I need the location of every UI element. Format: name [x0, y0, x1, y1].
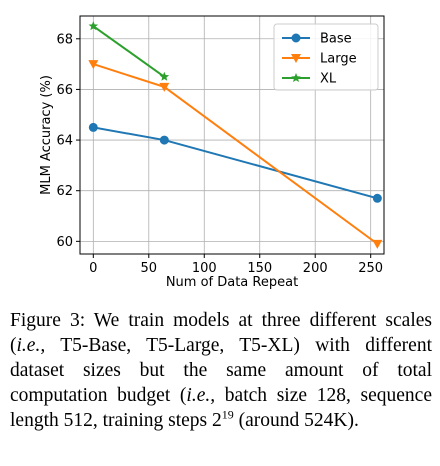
caption-middle-1: T5-Base, T5-Large, T5-XL) with different…	[10, 335, 432, 406]
figure-caption: Figure 3: We train models at three diffe…	[10, 308, 432, 433]
data-point-base	[372, 193, 382, 203]
x-tick-label: 250	[358, 261, 383, 276]
caption-prefix: Figure 3: We train models at three diffe…	[10, 310, 432, 356]
legend-box	[273, 23, 379, 91]
legend-label-xl: XL	[320, 72, 337, 87]
y-tick-label: 60	[56, 235, 73, 250]
legend-marker-base	[291, 33, 301, 43]
y-tick-label: 68	[56, 32, 73, 47]
x-tick-label: 0	[89, 261, 97, 276]
line-chart: 0 50 100 150 200 250 60 62 64 66 68 Num of Data Re…	[39, 15, 385, 290]
data-point-large	[88, 60, 99, 70]
data-point-large	[159, 82, 170, 92]
data-point-xl	[159, 71, 170, 81]
data-point-base	[159, 135, 169, 145]
legend: Base Large XL	[273, 23, 379, 91]
legend-marker-xl	[291, 73, 301, 83]
data-point-xl	[88, 21, 99, 31]
x-tick-label: 200	[303, 261, 328, 276]
y-tick-label: 64	[56, 134, 73, 149]
series-layer	[88, 21, 383, 249]
data-point-large	[372, 239, 383, 249]
caption-exponent: 19	[221, 407, 234, 422]
axis-ticks: 0 50 100 150 200 250 60 62 64 66 68	[56, 32, 383, 276]
legend-label-base: Base	[320, 32, 352, 47]
y-tick-label: 66	[56, 83, 73, 98]
y-axis-label: MLM Accuracy (%)	[39, 75, 54, 195]
caption-ie-1: i.e.,	[16, 335, 46, 356]
y-tick-label: 62	[56, 184, 73, 199]
x-tick-label: 100	[192, 261, 217, 276]
x-axis-label: Num of Data Repeat	[166, 275, 298, 290]
series-line-xl	[92, 25, 165, 78]
x-tick-label: 150	[247, 261, 272, 276]
x-tick-label: 50	[141, 261, 158, 276]
caption-middle-2: batch size 128, sequence length 512, tra…	[10, 385, 432, 431]
plot-border	[79, 15, 385, 255]
caption-suffix: (around 524K).	[233, 410, 359, 431]
legend-marker-large	[291, 54, 301, 63]
data-point-base	[88, 122, 98, 132]
legend-label-large: Large	[320, 52, 357, 67]
caption-ie-2: i.e.,	[186, 385, 216, 406]
